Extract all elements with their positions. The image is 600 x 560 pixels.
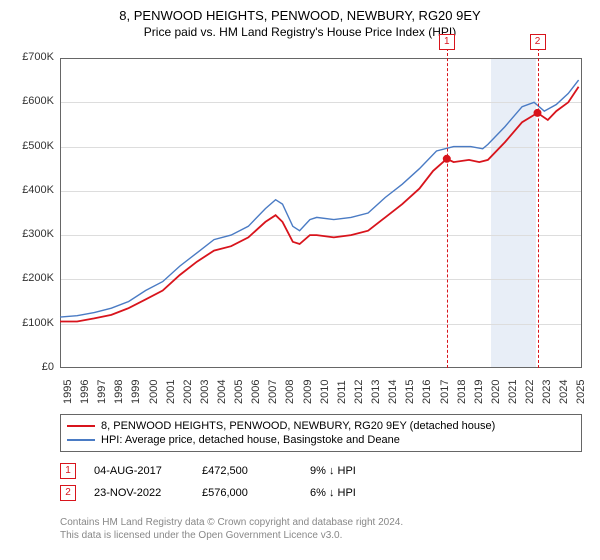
chart-svg — [0, 0, 600, 560]
series-property — [60, 87, 579, 322]
marker-box-2: 2 — [530, 34, 546, 50]
marker-box-1: 1 — [439, 34, 455, 50]
marker-vline-1 — [447, 48, 448, 368]
marker-vline-2 — [538, 48, 539, 368]
series-hpi — [60, 80, 579, 317]
